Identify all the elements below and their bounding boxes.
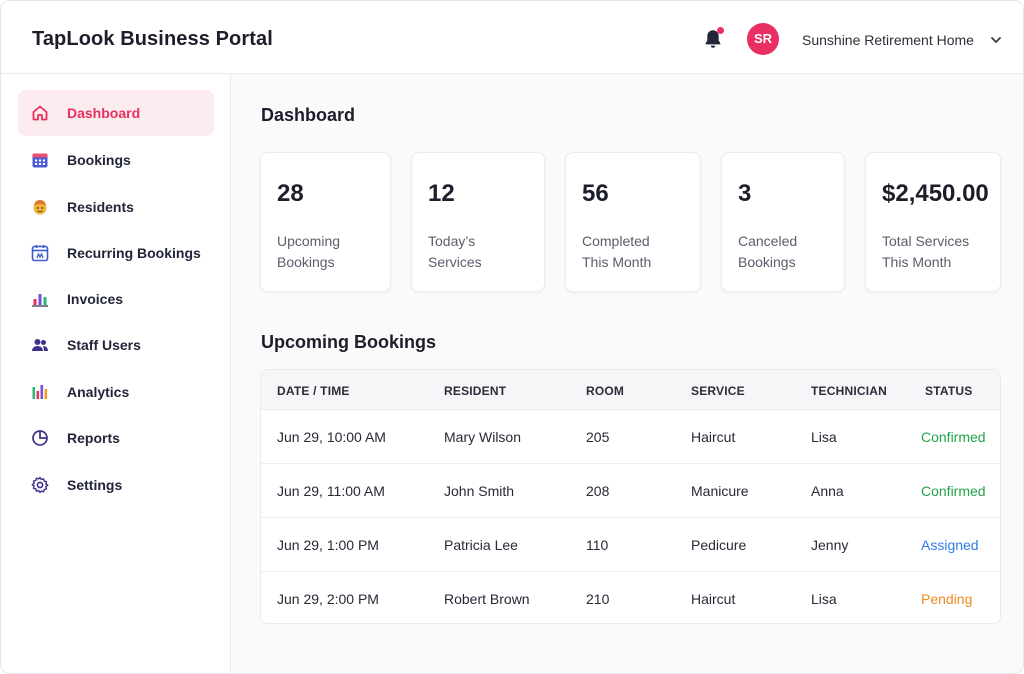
org-name[interactable]: Sunshine Retirement Home — [802, 32, 974, 48]
page-title: Dashboard — [261, 105, 356, 125]
stat-label-line: Bookings — [277, 254, 335, 270]
cell-service: Manicure — [691, 483, 749, 499]
cell-technician: Lisa — [811, 429, 837, 445]
stat-value: 12 — [428, 180, 455, 207]
cell-resident: John Smith — [444, 483, 515, 499]
sidebar-item-label: Reports — [67, 430, 120, 446]
stat-value: $2,450.00 — [882, 180, 989, 207]
stat-label: Total Services This Month — [882, 231, 992, 273]
status-badge: Assigned — [921, 537, 979, 553]
section-title-upcoming-bookings: Upcoming Bookings — [261, 332, 436, 352]
stat-label-line: Bookings — [738, 254, 796, 270]
column-header-datetime[interactable]: DATE / TIME — [277, 384, 350, 398]
table-row[interactable]: Jun 29, 2:00 PM Robert Brown 210 Haircut… — [261, 572, 1000, 623]
invoice-chart-icon — [32, 294, 48, 307]
sidebar-item-dashboard[interactable]: Dashboard — [18, 90, 214, 136]
stat-value: 3 — [738, 180, 752, 207]
stat-label: Upcoming Bookings — [277, 231, 387, 273]
avatar[interactable]: SR — [747, 23, 779, 55]
column-header-service[interactable]: SERVICE — [691, 384, 745, 398]
gear-icon — [31, 476, 49, 494]
bookings-table: DATE / TIME RESIDENT ROOM SERVICE TECHNI… — [260, 369, 1001, 624]
stat-label-line: Canceled — [738, 233, 798, 249]
stat-card-canceled-bookings[interactable]: 3 Canceled Bookings — [721, 152, 845, 292]
sidebar-item-label: Analytics — [67, 384, 130, 400]
cell-room: 110 — [586, 537, 609, 553]
sidebar-item-bookings[interactable]: Bookings — [18, 137, 214, 183]
status-badge: Confirmed — [921, 483, 986, 499]
sidebar-item-residents[interactable]: Residents — [18, 184, 214, 230]
sidebar-item-reports[interactable]: Reports — [18, 415, 214, 461]
bar-chart-icon — [32, 385, 48, 399]
table-row[interactable]: Jun 29, 10:00 AM Mary Wilson 205 Haircut… — [261, 410, 1000, 464]
column-header-technician[interactable]: TECHNICIAN — [811, 384, 887, 398]
sidebar-item-label: Residents — [67, 199, 134, 215]
sidebar-item-invoices[interactable]: Invoices — [18, 276, 214, 322]
app-title: TapLook Business Portal — [32, 28, 273, 50]
status-badge: Confirmed — [921, 429, 986, 445]
cell-technician: Lisa — [811, 591, 837, 607]
cell-resident: Robert Brown — [444, 591, 530, 607]
stat-card-total-services[interactable]: $2,450.00 Total Services This Month — [865, 152, 1001, 292]
sidebar-item-label: Recurring Bookings — [67, 245, 201, 261]
table-header: DATE / TIME RESIDENT ROOM SERVICE TECHNI… — [261, 370, 1000, 410]
recurring-calendar-icon — [31, 245, 49, 262]
sidebar-item-label: Dashboard — [67, 105, 141, 121]
status-badge: Pending — [921, 591, 973, 607]
stat-label-line: Today’s — [428, 233, 476, 249]
notification-bell-icon[interactable] — [702, 28, 724, 50]
column-header-status[interactable]: STATUS — [925, 384, 973, 398]
table-row[interactable]: Jun 29, 11:00 AM John Smith 208 Manicure… — [261, 464, 1000, 518]
stat-value: 28 — [277, 180, 304, 207]
stat-label-line: This Month — [882, 254, 952, 270]
column-header-room[interactable]: ROOM — [586, 384, 625, 398]
cell-technician: Anna — [811, 483, 844, 499]
sidebar-item-analytics[interactable]: Analytics — [18, 369, 214, 415]
stat-label-line: Upcoming — [277, 233, 341, 249]
sidebar-item-label: Staff Users — [67, 337, 141, 353]
chevron-down-icon[interactable] — [989, 33, 1003, 47]
sidebar-item-label: Invoices — [67, 291, 124, 307]
sidebar-item-label: Bookings — [67, 152, 131, 168]
resident-face-icon — [33, 200, 47, 215]
sidebar-item-label: Settings — [67, 477, 123, 493]
stat-label: Canceled Bookings — [738, 231, 848, 273]
sidebar: Dashboard Bookings Residents — [1, 74, 231, 673]
sidebar-item-staff-users[interactable]: Staff Users — [18, 322, 214, 368]
table-row[interactable]: Jun 29, 1:00 PM Patricia Lee 110 Pedicur… — [261, 518, 1000, 572]
cell-datetime: Jun 29, 2:00 PM — [277, 591, 379, 607]
cell-room: 210 — [586, 591, 610, 607]
cell-service: Haircut — [691, 429, 736, 445]
stat-label: Completed This Month — [582, 231, 692, 273]
cell-technician: Jenny — [811, 537, 849, 553]
stat-card-todays-services[interactable]: 12 Today’s Services — [411, 152, 545, 292]
stat-value: 56 — [582, 180, 609, 207]
stat-label-line: This Month — [582, 254, 652, 270]
stat-card-upcoming-bookings[interactable]: 28 Upcoming Bookings — [260, 152, 391, 292]
home-icon — [32, 105, 48, 121]
calendar-icon — [32, 153, 48, 168]
stat-label: Today’s Services — [428, 231, 538, 273]
stat-card-completed-this-month[interactable]: 56 Completed This Month — [565, 152, 701, 292]
top-header: TapLook Business Portal SR Sunshine Reti… — [1, 1, 1023, 74]
cell-resident: Mary Wilson — [444, 429, 522, 445]
stat-label-line: Completed — [582, 233, 650, 249]
notification-badge — [717, 27, 724, 34]
cell-resident: Patricia Lee — [444, 537, 518, 553]
users-icon — [32, 339, 48, 351]
cell-datetime: Jun 29, 10:00 AM — [277, 429, 386, 445]
cell-datetime: Jun 29, 1:00 PM — [277, 537, 379, 553]
sidebar-item-settings[interactable]: Settings — [18, 462, 214, 508]
cell-room: 208 — [586, 483, 610, 499]
stat-label-line: Total Services — [882, 233, 970, 249]
cell-datetime: Jun 29, 11:00 AM — [277, 483, 385, 499]
sidebar-item-recurring-bookings[interactable]: Recurring Bookings — [18, 230, 214, 276]
pie-chart-icon — [32, 430, 48, 446]
cell-service: Pedicure — [691, 537, 747, 553]
cell-room: 205 — [586, 429, 610, 445]
cell-service: Haircut — [691, 591, 736, 607]
column-header-resident[interactable]: RESIDENT — [444, 384, 507, 398]
stat-label-line: Services — [428, 254, 482, 270]
